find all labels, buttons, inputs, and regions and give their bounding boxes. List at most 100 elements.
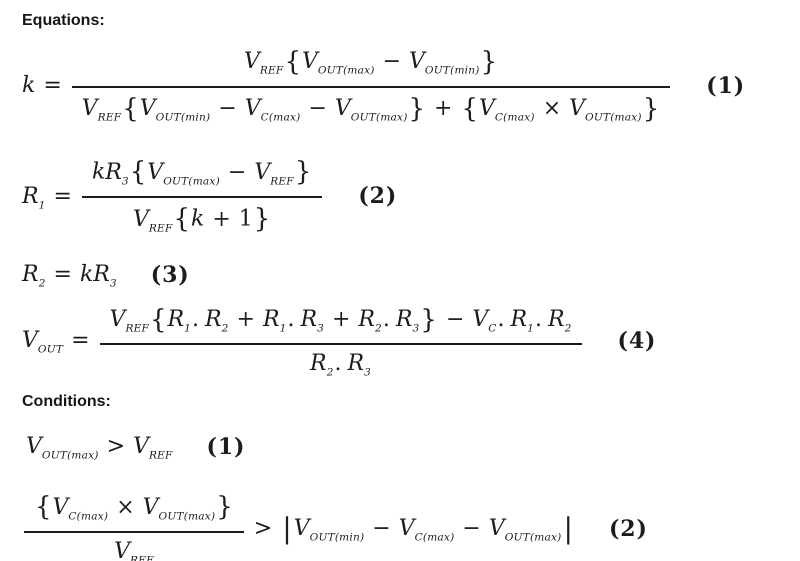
variable-subscript: OUT(max) [350,111,408,124]
variable-base: R [510,306,528,332]
math-brace: } [253,204,271,235]
math-variable: R1 [262,306,287,335]
variable-subscript: 3 [109,277,117,290]
math-fraction: VREF{VOUT(max) − VOUT(min)} VREF{VOUT(min) −… [71,46,671,126]
math-variable: R2 [310,351,334,378]
math-operator: − [218,96,237,122]
math-operator: > [253,516,273,542]
variable-base: R [22,261,39,287]
variable-base: V [488,516,505,542]
variable-subscript: 1 [38,199,46,212]
variable-base: V [26,433,42,459]
math-brace: } [420,304,437,335]
math-variable: VREF [114,539,153,561]
math-abs-bar: | [563,511,573,545]
math-operator: + [236,306,255,332]
variable-subscript: 3 [412,322,420,335]
variable-subscript: C [488,322,497,335]
math-variable: VREF [82,96,122,124]
math-variable: k [191,207,204,232]
condition-row: VOUT(max) > VREF (1) [26,433,776,462]
variable-subscript: OUT [37,343,64,356]
math-operator: × [116,494,135,520]
equation-number: (2) [358,183,398,210]
variable-base: R [300,306,318,332]
variable-subscript: REF [130,554,154,561]
math-variable: R2 [205,306,229,335]
variable-subscript: OUT(max) [585,111,642,124]
variable-subscript: OUT(max) [504,531,562,544]
variable-base: V [293,516,310,542]
math-variable: VOUT(max) [147,160,220,187]
variable-subscript: 1 [184,322,192,335]
variable-subscript: 3 [364,366,372,379]
math-operator: − [462,516,481,542]
variable-base: V [472,306,489,332]
fraction-numerator: {VC(max) × VOUT(max)} [24,491,244,534]
variable-subscript: OUT(max) [158,510,216,523]
variable-subscript: 3 [121,175,129,188]
math-variable: VOUT(max) [143,495,216,523]
variable-base: V [254,159,271,185]
math-brace: { [129,157,147,188]
math-brace: { [173,204,190,235]
equation-row: k = VREF{VOUT(max) − VOUT(min)} VREF{VOUT(min… [22,46,776,126]
variable-base: R [395,306,413,332]
math-variable: VC(max) [53,495,109,522]
math-operator: + [434,96,453,122]
variable-base: V [244,96,261,122]
variable-base: R [167,306,185,332]
math-dot: . [287,306,295,332]
conditions-heading: Conditions: [22,392,111,410]
variable-subscript: C(max) [260,111,301,124]
variable-base: R [548,306,565,332]
variable-base: R [358,306,375,332]
math-operator: − [382,49,402,75]
variable-subscript: 2 [221,322,229,335]
math-variable: VOUT(max) [26,433,99,462]
variable-subscript: OUT(max) [41,449,99,462]
variable-subscript: 3 [317,322,324,335]
variable-subscript: 2 [375,322,382,335]
variable-base: V [398,516,415,542]
math-brace: } [408,93,426,124]
math-variable: R3 [300,306,324,335]
equation-row: R1 = kR3{VOUT(max) − VREF} VREF{k +1} (2) [22,156,776,236]
variable-base: V [479,96,495,122]
variable-base: V [114,539,131,561]
math-operator: − [227,159,247,185]
math-variable: VC(max) [244,96,301,124]
equation-row: R2 = kR3 (3) [22,261,776,290]
math-variable: R3 [348,351,372,379]
equation-number: (3) [150,261,190,288]
math-variable: VC(max) [398,516,455,543]
math-variable: R1 [510,306,535,334]
math-variable: VC [472,306,497,335]
math-variable: VREF [110,307,150,335]
equation-number: (1) [206,433,246,460]
math-operator: − [308,96,327,122]
math-variable: VREF [254,159,293,187]
math-brace: } [294,157,312,188]
math-fraction: kR3{VOUT(max) − VREF} VREF{k +1} [81,156,323,236]
math-operator: > [106,433,126,459]
variable-base: R [205,306,222,332]
math-variable: VREF [133,207,172,234]
math-variable: R3 [93,262,117,290]
variable-subscript: 2 [564,322,572,335]
equation-number: (2) [608,515,648,542]
math-brace: { [461,93,478,124]
math-operator: + [212,206,231,232]
variable-subscript: OUT(min) [309,531,365,544]
equation-math: VOUT = VREF{R1. R2 + R1. R3 + R2. R3} − VC. R1. R2 R2.… [22,304,584,379]
math-variable: VOUT [22,328,64,356]
variable-subscript: REF [97,111,122,124]
variable-base: R [262,306,280,332]
equation-math: R2 = kR3 [22,261,117,290]
variable-base: k [191,206,205,232]
math-variable: k [92,160,105,185]
variable-subscript: REF [125,322,150,335]
conditions-list: VOUT(max) > VREF (1) {VC(max) × VOUT(max)} VREF… [22,433,776,561]
equation-number: (4) [617,327,657,354]
variable-subscript: 1 [279,322,287,335]
